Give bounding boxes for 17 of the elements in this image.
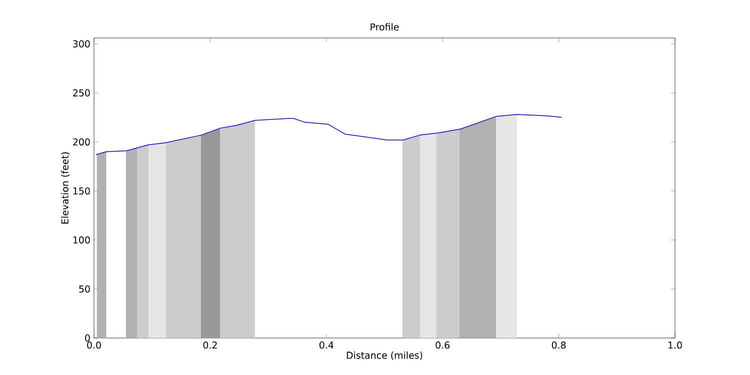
x-tick-label: 0.8 (552, 342, 566, 349)
y-tick-label: 250 (73, 89, 90, 96)
x-tick-label: 1.0 (668, 342, 682, 349)
y-tick-label: 100 (73, 236, 90, 244)
x-tick-label: 0.6 (436, 342, 450, 349)
y-tick-label: 200 (73, 138, 90, 146)
y-tick-label: 300 (73, 40, 90, 48)
y-axis-title: Elevation (feet) (61, 152, 70, 224)
chart-title: Profile (370, 23, 399, 31)
x-tick-label: 0.0 (87, 342, 101, 349)
x-axis-title: Distance (miles) (346, 352, 422, 360)
x-tick-label: 0.2 (203, 342, 217, 349)
line-series (95, 114, 562, 156)
y-tick-label: 0 (85, 334, 90, 342)
y-tick-label: 150 (73, 187, 90, 195)
x-tick-label: 0.4 (320, 342, 334, 349)
y-tick-label: 50 (79, 285, 90, 293)
